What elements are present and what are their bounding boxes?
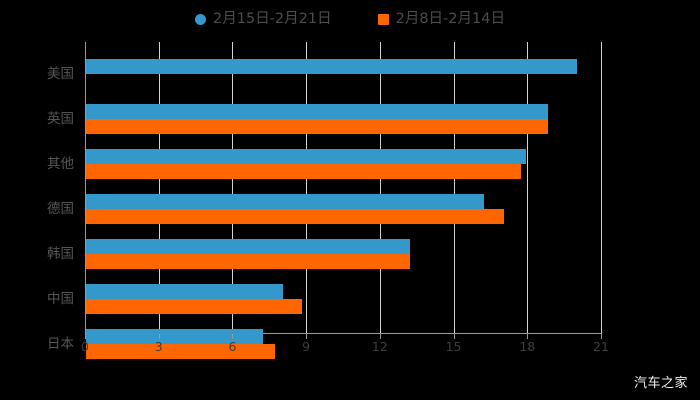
x-tick-label: 18 <box>519 339 536 354</box>
legend-circle-icon <box>195 13 207 25</box>
x-tick-0 <box>85 334 86 339</box>
x-tick-label: 12 <box>371 339 388 354</box>
x-tick-label: 6 <box>228 339 237 354</box>
gridline-12 <box>379 42 381 333</box>
y-axis-label-7: 日本 <box>47 336 74 352</box>
bar-中国-series-2[interactable] <box>86 299 303 314</box>
x-tick-15 <box>453 334 455 339</box>
legend-square-icon <box>377 13 389 25</box>
legend-label: 2月15日-2月21日 <box>213 11 332 27</box>
x-tick-21 <box>601 334 602 339</box>
gridline-9 <box>306 42 308 333</box>
gridline-21 <box>601 42 602 333</box>
x-tick-label: 3 <box>154 339 163 354</box>
bar-其他-series-1[interactable] <box>86 149 526 164</box>
bar-英国-series-2[interactable] <box>86 119 548 134</box>
x-tick-3 <box>158 334 160 339</box>
y-axis-label-6: 中国 <box>47 291 74 307</box>
bar-日本-series-2[interactable] <box>86 344 276 359</box>
x-tick-label: 15 <box>445 339 462 354</box>
x-tick-18 <box>527 334 529 339</box>
gridline-15 <box>453 42 455 333</box>
bar-德国-series-1[interactable] <box>86 194 485 209</box>
bar-德国-series-2[interactable] <box>86 209 504 224</box>
x-tick-6 <box>232 334 234 339</box>
legend-label: 2月8日-2月14日 <box>395 11 505 27</box>
bar-中国-series-1[interactable] <box>86 284 283 299</box>
plot-area: 0 3 6 9 12 15 18 21 <box>81 42 609 359</box>
legend-item-1[interactable]: 2月15日-2月21日 <box>195 11 332 27</box>
bar-日本-series-1[interactable] <box>86 329 263 344</box>
bar-韩国-series-2[interactable] <box>86 254 411 269</box>
bar-美国-series-1[interactable] <box>86 59 578 74</box>
bar-英国-series-1[interactable] <box>86 104 548 119</box>
y-axis-line <box>85 42 86 333</box>
x-tick-label: 0 <box>81 339 89 354</box>
y-axis-label-3: 其他 <box>47 156 74 172</box>
y-axis-label-4: 德国 <box>47 201 74 217</box>
y-axis-label-2: 英国 <box>47 111 74 127</box>
gridline-6 <box>232 42 234 333</box>
bar-其他-series-2[interactable] <box>86 164 521 179</box>
x-tick-12 <box>379 334 381 339</box>
x-tick-label: 21 <box>593 339 609 354</box>
y-axis-category-labels: 美国英国其他德国韩国中国日本 <box>0 42 78 352</box>
y-axis-label-1: 美国 <box>47 66 74 82</box>
watermark: 汽车之家 <box>633 376 688 391</box>
x-tick-9 <box>306 334 308 339</box>
x-tick-label: 9 <box>302 339 311 354</box>
legend-item-2[interactable]: 2月8日-2月14日 <box>377 11 505 27</box>
chart-legend: 2月15日-2月21日 2月8日-2月14日 <box>0 8 700 30</box>
gridline-3 <box>158 42 160 333</box>
x-axis-line <box>85 333 602 334</box>
gridline-18 <box>527 42 529 333</box>
bar-韩国-series-1[interactable] <box>86 239 411 254</box>
y-axis-label-5: 韩国 <box>47 246 74 262</box>
